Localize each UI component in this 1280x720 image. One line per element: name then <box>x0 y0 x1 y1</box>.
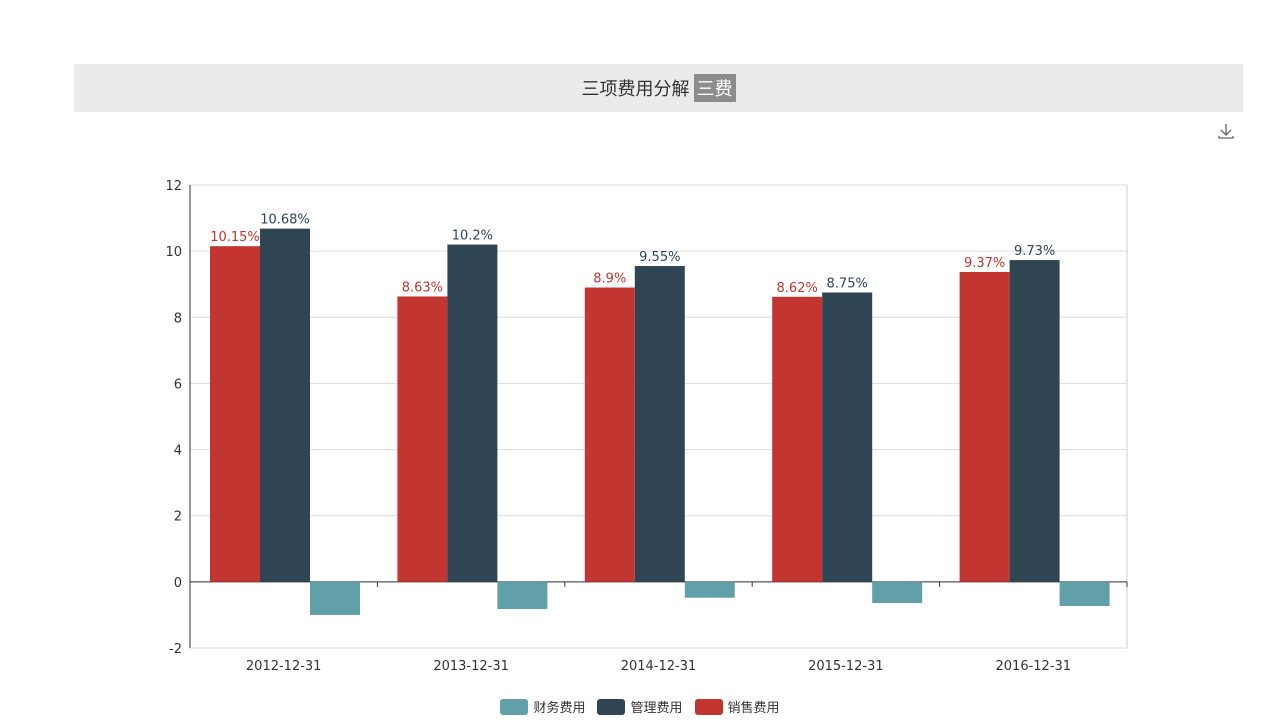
bar-销售费用 <box>397 296 448 582</box>
y-tick-label: 2 <box>174 510 182 525</box>
legend-swatch <box>500 698 529 715</box>
bar-财务费用 <box>1059 581 1110 606</box>
data-label: 8.75% <box>827 276 868 291</box>
x-tick-label: 2014-12-31 <box>621 659 697 674</box>
y-tick-label: 0 <box>174 576 182 591</box>
chart-title: 三项费用分解 <box>581 79 690 100</box>
data-label: 9.55% <box>639 250 680 265</box>
y-tick-label: 6 <box>174 377 182 392</box>
data-label: 8.62% <box>777 281 818 296</box>
legend-label: 财务费用 <box>533 701 586 716</box>
bar-管理费用 <box>634 266 685 582</box>
download-icon[interactable] <box>1216 121 1236 141</box>
bar-财务费用 <box>497 581 548 609</box>
y-tick-label: 10 <box>165 245 182 260</box>
legend-swatch <box>597 698 626 715</box>
x-tick-label: 2015-12-31 <box>808 659 884 674</box>
data-label: 9.37% <box>964 256 1005 271</box>
bar-销售费用 <box>584 287 635 582</box>
bar-财务费用 <box>310 581 360 615</box>
bar-财务费用 <box>872 581 923 604</box>
legend-item[interactable]: 财务费用 <box>500 697 585 716</box>
legend-swatch <box>694 698 723 715</box>
bar-销售费用 <box>959 271 1010 582</box>
bar-管理费用 <box>447 244 498 582</box>
y-tick-label: 8 <box>174 311 182 326</box>
legend-item[interactable]: 销售费用 <box>694 697 780 716</box>
data-label: 8.63% <box>402 280 443 295</box>
data-label: 9.73% <box>1014 244 1055 259</box>
data-label: 10.68% <box>260 213 310 228</box>
bar-管理费用 <box>1009 260 1060 582</box>
x-tick-label: 2012-12-31 <box>246 659 322 674</box>
bar-销售费用 <box>210 246 260 582</box>
data-label: 10.15% <box>210 230 260 245</box>
bar-销售费用 <box>772 296 823 582</box>
data-label: 10.2% <box>452 229 493 244</box>
chart-title-bar: 三项费用分解 三费 <box>74 64 1243 112</box>
y-tick-label: 4 <box>174 444 182 459</box>
y-tick-label: -2 <box>169 642 182 657</box>
legend-label: 销售费用 <box>727 701 780 716</box>
legend-item[interactable]: 管理费用 <box>597 697 683 716</box>
bar-管理费用 <box>822 292 873 582</box>
bar-财务费用 <box>684 581 735 598</box>
title-badge: 三费 <box>693 74 736 102</box>
x-tick-label: 2016-12-31 <box>996 659 1072 674</box>
data-label: 8.9% <box>593 272 626 287</box>
bar-管理费用 <box>260 228 310 582</box>
legend: 财务费用 管理费用 销售费用 <box>0 697 1280 716</box>
x-tick-label: 2013-12-31 <box>433 659 509 674</box>
y-tick-label: 12 <box>165 179 182 194</box>
legend-label: 管理费用 <box>630 701 683 716</box>
